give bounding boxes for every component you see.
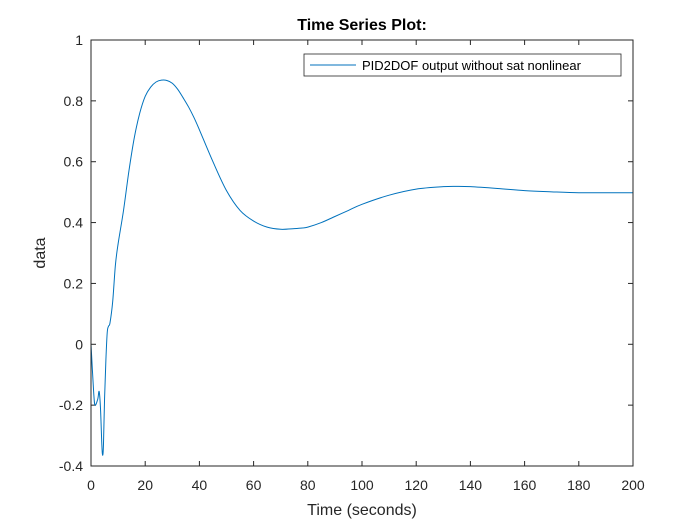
legend-box xyxy=(303,53,622,77)
axes-background xyxy=(91,40,633,466)
x-tick-label: 140 xyxy=(459,477,483,493)
x-tick-label: 60 xyxy=(246,477,262,493)
x-tick-label: 120 xyxy=(405,477,429,493)
x-tick-label: 80 xyxy=(300,477,316,493)
y-tick-label: -0.4 xyxy=(59,458,83,474)
y-tick-label: 0.4 xyxy=(64,215,84,231)
series-line xyxy=(90,79,633,456)
x-axis-label: Time (seconds) xyxy=(307,502,417,519)
chart-title: Time Series Plot: xyxy=(297,17,427,34)
y-tick-label: 0.8 xyxy=(64,93,84,109)
x-tick-label: 100 xyxy=(350,477,374,493)
x-tick-label: 180 xyxy=(567,477,591,493)
y-tick-label: 0.6 xyxy=(64,154,84,170)
x-tick-labels: 0 20 40 60 80 100 120 140 160 180 200 xyxy=(87,477,645,493)
legend[interactable]: PID2DOF output without sat nonlinear xyxy=(303,53,622,77)
y-tick-label: 0.2 xyxy=(64,275,84,291)
series-layer xyxy=(90,79,633,456)
x-tick-label: 160 xyxy=(513,477,537,493)
y-tick-labels: -0.4 -0.2 0 0.2 0.4 0.6 0.8 1 xyxy=(59,32,83,474)
y-axis-label: data xyxy=(32,237,49,268)
x-tick-label: 20 xyxy=(137,477,153,493)
y-tick-label: -0.2 xyxy=(59,397,83,413)
legend-entry-label: PID2DOF output without sat nonlinear xyxy=(362,58,582,73)
x-tick-label: 40 xyxy=(192,477,208,493)
x-tick-label: 0 xyxy=(87,477,95,493)
y-tick-label: 0 xyxy=(75,336,83,352)
y-tick-label: 1 xyxy=(75,32,83,48)
x-tick-label: 200 xyxy=(621,477,645,493)
axes-box xyxy=(90,39,634,467)
